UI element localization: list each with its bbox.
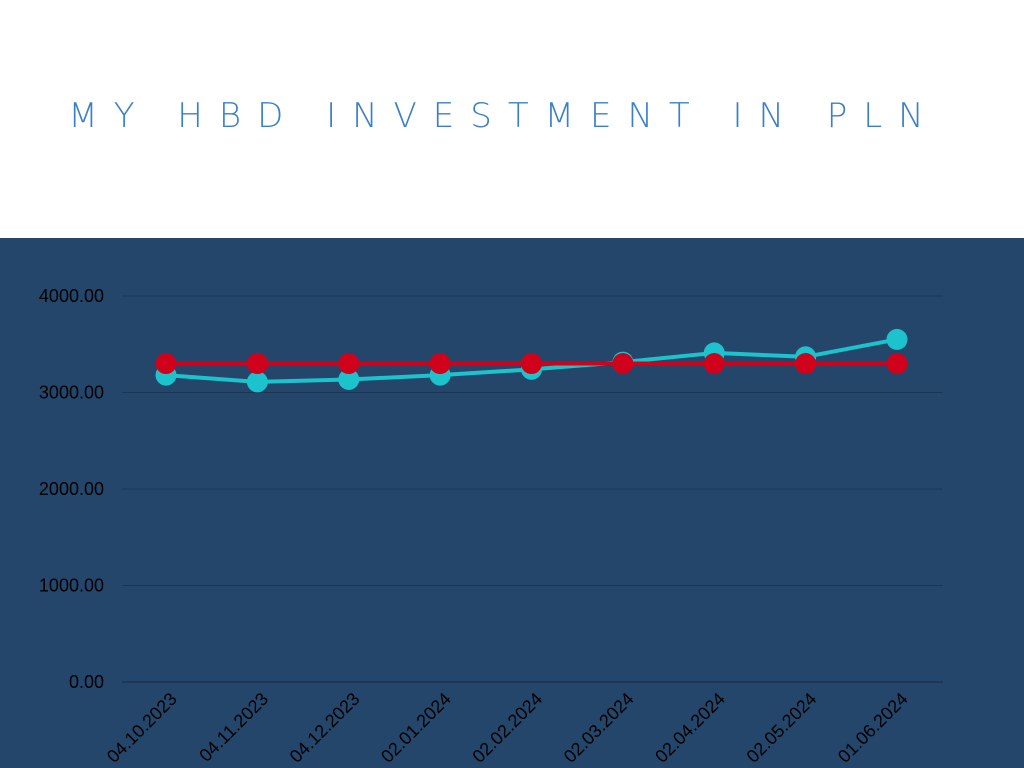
x-tick-label: 02.03.2024 [560,689,638,767]
x-tick-label: 01.06.2024 [834,689,912,767]
x-tick-label: 02.02.2024 [468,689,546,767]
y-tick-label: 4000.00 [39,286,104,306]
line-chart: 0.00 1000.00 2000.00 3000.00 4000.00 04.10.20… [39,286,943,767]
chart-title: MY HBD INVESTMENT IN PLN [68,96,940,136]
series-2-point [612,353,634,375]
x-tick-label: 04.10.2023 [103,689,181,767]
series-2-point [155,353,177,375]
chart-panel: 0.00 1000.00 2000.00 3000.00 4000.00 04.10.20… [0,238,1024,768]
x-tick-label: 04.12.2023 [286,689,364,767]
series-2-point [246,353,268,375]
y-tick-label: 3000.00 [39,383,104,403]
series-2-point [338,353,360,375]
x-tick-label: 02.04.2024 [651,689,729,767]
series-1-point [246,371,268,393]
x-tick-label: 04.11.2023 [195,689,272,766]
y-tick-label: 0.00 [69,672,104,692]
x-tick-label: 02.05.2024 [743,689,821,767]
x-tick-label: 02.01.2024 [377,689,455,767]
series-2-point [703,353,725,375]
y-tick-label: 2000.00 [39,479,104,499]
series-2-point [429,353,451,375]
series-1-point [886,328,908,350]
series-2-point [795,353,817,375]
series-2-point [886,353,908,375]
series-1-point [338,368,360,390]
y-tick-label: 1000.00 [39,576,104,596]
series-2-point [521,353,542,375]
